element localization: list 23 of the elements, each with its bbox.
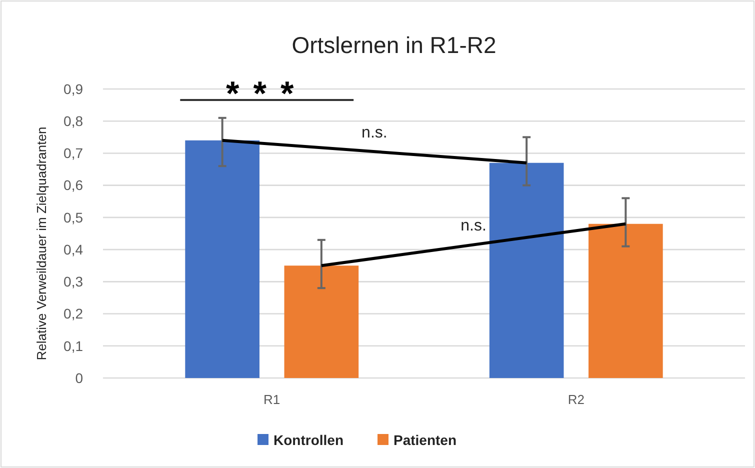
y-tick-label: 0	[75, 370, 84, 386]
y-tick-label: 0,5	[64, 209, 84, 226]
annotation: ***	[226, 75, 308, 113]
y-tick-label: 0,3	[64, 274, 84, 290]
legend-label: Patienten	[394, 432, 457, 448]
x-tick-label: R2	[568, 392, 584, 407]
bar	[588, 224, 663, 378]
y-tick-label: 0,2	[64, 306, 84, 322]
y-tick-label: 0,7	[64, 145, 84, 162]
bar	[489, 162, 564, 378]
x-tick-label: R1	[264, 392, 280, 407]
bar	[185, 140, 260, 378]
chart-title: Ortslernen in R1-R2	[292, 32, 496, 58]
y-tick-label: 0,6	[64, 177, 84, 194]
y-tick-label: 0,9	[64, 80, 84, 97]
legend-label: Kontrollen	[274, 432, 344, 448]
y-tick-label: 0,8	[64, 113, 84, 130]
y-tick-label: 0,4	[64, 241, 84, 258]
annotation: n.s.	[362, 124, 388, 142]
bar	[284, 266, 359, 378]
annotation: n.s.	[460, 218, 486, 235]
y-axis-title: Relative Verweildauer im Zielquadranten	[34, 126, 49, 360]
y-tick-label: 0,1	[64, 338, 84, 354]
